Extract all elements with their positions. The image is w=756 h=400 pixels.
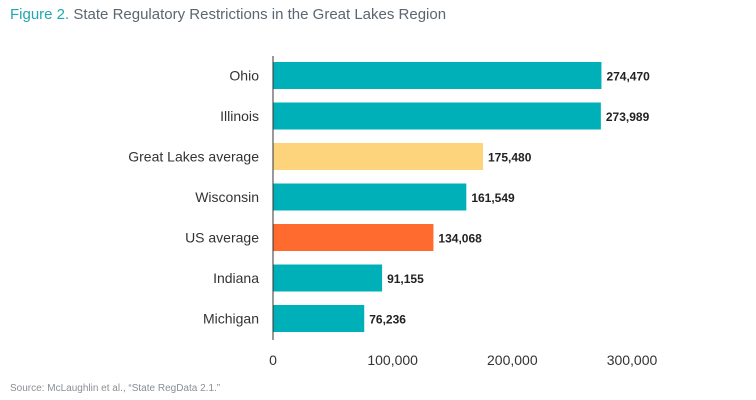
value-label-us-average: 134,068 <box>438 232 482 246</box>
category-label-ohio: Ohio <box>229 68 259 84</box>
category-label-great-lakes-average: Great Lakes average <box>128 149 259 165</box>
category-label-illinois: Illinois <box>220 108 259 124</box>
value-label-ohio: 274,470 <box>606 70 650 84</box>
x-tick-label-0: 0 <box>269 352 277 368</box>
bar-illinois <box>273 102 601 130</box>
source-note: Source: McLaughlin et al., “State RegDat… <box>10 383 221 394</box>
x-tick-label-300-000: 300,000 <box>607 352 658 368</box>
category-label-wisconsin: Wisconsin <box>195 189 259 205</box>
bar-ohio <box>273 62 602 89</box>
category-label-indiana: Indiana <box>213 270 259 286</box>
value-label-great-lakes-average: 175,480 <box>488 151 532 165</box>
category-label-us-average: US average <box>185 230 259 246</box>
value-label-illinois: 273,989 <box>606 110 650 124</box>
figure-title-text: State Regulatory Restrictions in the Gre… <box>73 6 447 23</box>
chart-title: Figure 2. State Regulatory Restrictions … <box>10 6 446 23</box>
bar-wisconsin <box>273 183 467 211</box>
bar-us-average <box>273 224 434 251</box>
value-label-michigan: 76,236 <box>369 313 406 327</box>
x-tick-label-200-000: 200,000 <box>487 352 538 368</box>
bar-indiana <box>273 264 383 292</box>
x-tick-label-100-000: 100,000 <box>367 352 418 368</box>
category-label-michigan: Michigan <box>203 311 259 327</box>
value-label-wisconsin: 161,549 <box>471 191 515 205</box>
bar-michigan <box>273 305 365 332</box>
value-label-indiana: 91,155 <box>387 272 424 286</box>
figure-label: Figure 2. <box>10 6 70 23</box>
bar-great-lakes-average <box>273 143 483 170</box>
